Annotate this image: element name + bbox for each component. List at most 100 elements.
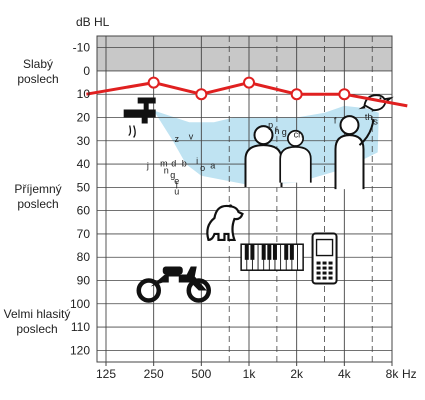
motorcycle-icon — [136, 266, 212, 303]
y-tick-label: 40 — [77, 157, 91, 171]
speech-letter: ch — [294, 129, 304, 139]
dog-icon — [206, 204, 244, 242]
person-torso — [244, 144, 283, 188]
side-label-soft-line2: poslech — [17, 72, 58, 86]
phone-key — [328, 271, 333, 275]
speech-letter: f — [334, 115, 337, 125]
phone-key — [328, 276, 333, 280]
speech-letter: u — [174, 186, 179, 196]
y-tick-label: 90 — [77, 274, 91, 288]
side-label-soft-line1: Slabý — [23, 57, 53, 71]
person-torso — [279, 146, 312, 183]
phone-key — [322, 261, 327, 265]
y-tick-label: 70 — [77, 227, 91, 241]
phone-icon — [311, 232, 338, 285]
faucet-stem — [143, 103, 149, 110]
y-tick-label: 100 — [70, 297, 90, 311]
threshold-marker — [290, 88, 303, 101]
threshold-line-layer — [86, 76, 408, 108]
piano-black-key — [250, 244, 255, 260]
speech-letter: e — [174, 176, 179, 186]
speech-letter: s — [373, 116, 378, 126]
speech-letter: g — [282, 127, 287, 137]
motorcycle-front-wheel — [186, 278, 212, 303]
dog-body — [206, 204, 244, 242]
y-tick-label: 0 — [83, 64, 90, 78]
phone-key — [322, 266, 327, 270]
plot-background — [97, 36, 392, 71]
speech-letter: o — [200, 163, 205, 173]
speech-letter: b — [182, 158, 187, 168]
x-tick-label: 2k — [290, 367, 304, 381]
person-torso — [334, 134, 365, 190]
motorcycle-rear-wheel — [136, 278, 162, 303]
dog-eye — [228, 204, 233, 208]
person-head — [286, 129, 304, 147]
speech-letter: g — [170, 170, 175, 180]
piano-black-key — [272, 244, 277, 260]
speech-letter: l — [176, 181, 178, 191]
phone-key — [316, 271, 321, 275]
person-middle — [279, 129, 312, 183]
faucet-icon — [123, 97, 156, 138]
speech-letter: th — [365, 112, 373, 122]
x-tick-label: 125 — [96, 367, 116, 381]
phone-key — [316, 261, 321, 265]
phone-key — [316, 266, 321, 270]
speech-letter: n — [164, 165, 169, 175]
piano-icon — [240, 243, 304, 271]
quiet-band — [97, 36, 392, 71]
threshold-marker — [147, 76, 160, 89]
person-head — [339, 115, 360, 136]
side-label-loud-line2: poslech — [16, 322, 57, 336]
side-label-comfortable-line1: Příjemný — [14, 182, 61, 196]
piano-black-key — [261, 244, 266, 260]
y-tick-label: 50 — [77, 180, 91, 194]
speech-letter: z — [175, 134, 180, 144]
phone-screen — [315, 238, 334, 257]
side-labels: Slabý poslech Příjemný poslech Velmi hla… — [4, 57, 71, 336]
speech-letter: d — [171, 158, 176, 168]
person-right — [334, 115, 375, 190]
motorcycle-tank — [162, 266, 183, 275]
axis-labels-layer: -10 0 10 20 30 40 50 60 70 80 90 100 110 120 125 250 500… — [70, 41, 399, 381]
y-tick-label: 30 — [77, 134, 91, 148]
y-tick-label: 120 — [70, 343, 90, 357]
threshold-marker — [195, 88, 208, 101]
plot-frame — [96, 35, 393, 363]
side-label-comfortable-line2: poslech — [17, 197, 58, 211]
y-unit-text: dB HL — [76, 15, 110, 29]
bird-eye — [379, 97, 382, 100]
y-unit-label: dB HL — [76, 15, 110, 29]
phone-key — [328, 261, 333, 265]
bird-tail — [358, 105, 366, 110]
speech-letter: i — [196, 156, 198, 166]
speech-letter: m — [160, 158, 168, 168]
y-tick-label: -10 — [73, 41, 91, 55]
faucet-handle — [137, 97, 156, 104]
piano-black-key — [244, 244, 249, 260]
x-unit-label: Hz — [402, 367, 417, 381]
person-arm — [358, 118, 375, 146]
y-tick-label: 110 — [71, 320, 90, 334]
threshold-marker — [243, 76, 255, 89]
x-tick-label: 1k — [243, 367, 257, 381]
x-tick-label: 250 — [144, 367, 164, 381]
speech-letter: p — [268, 120, 273, 130]
motorcycle-engine-gap — [168, 276, 179, 287]
speech-letter: v — [189, 132, 194, 142]
speech-letter: h — [274, 126, 279, 136]
x-tick-label: 500 — [191, 367, 211, 381]
phone-key — [322, 271, 327, 275]
y-tick-label: 20 — [77, 111, 91, 125]
x-tick-label: 8k — [386, 367, 400, 381]
y-tick-label: 80 — [77, 250, 91, 264]
x-tick-label: 4k — [338, 367, 352, 381]
phone-key — [316, 276, 321, 280]
faucet-body — [123, 109, 156, 124]
piano-black-key — [267, 244, 272, 260]
speech-letter: j — [146, 161, 149, 171]
y-tick-label: 10 — [77, 87, 91, 101]
